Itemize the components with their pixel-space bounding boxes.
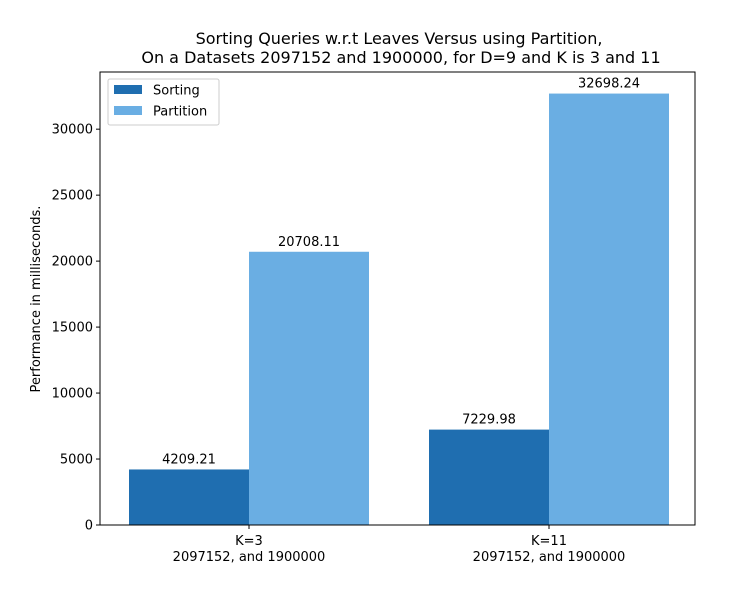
- y-tick-label: 25000: [52, 189, 93, 204]
- bar-value-label: 4209.21: [162, 452, 216, 467]
- bar-value-label: 32698.24: [578, 77, 640, 92]
- bar-sorting-1: [429, 429, 549, 525]
- bar-sorting-0: [129, 469, 249, 525]
- legend: Sorting Partition: [107, 78, 220, 126]
- y-tick-label: 5000: [60, 453, 93, 468]
- legend-swatch-partition: [114, 106, 142, 115]
- x-tick-sublabel: 2097152, and 1900000: [173, 550, 326, 565]
- legend-swatch-sorting: [114, 85, 142, 94]
- legend-label-sorting: Sorting: [153, 84, 200, 99]
- y-axis-label: Performance in milliseconds.: [29, 206, 44, 393]
- plot-frame: [99, 71, 696, 526]
- bar-partition-0: [249, 251, 369, 525]
- bar-value-label: 7229.98: [462, 413, 516, 428]
- chart-title: Sorting Queries w.r.t Leaves Versus usin…: [196, 29, 603, 48]
- bar-value-label: 20708.11: [278, 235, 340, 250]
- y-tick-label: 30000: [52, 123, 93, 138]
- x-tick-label: K=11: [531, 534, 567, 549]
- x-tick-sublabel: 2097152, and 1900000: [473, 550, 626, 565]
- y-tick-label: 10000: [52, 387, 93, 402]
- x-tick-label: K=3: [235, 534, 263, 549]
- y-tick-label: 15000: [52, 321, 93, 336]
- legend-label-partition: Partition: [153, 105, 207, 120]
- y-tick-label: 20000: [52, 255, 93, 270]
- y-tick-label: 0: [85, 519, 93, 534]
- plot-area: 0 5000 10000 15000 20000 25000 30000 4209.21 722…: [52, 77, 669, 565]
- chart-subtitle: On a Datasets 2097152 and 1900000, for D…: [141, 48, 660, 67]
- bar-partition-1: [549, 93, 669, 525]
